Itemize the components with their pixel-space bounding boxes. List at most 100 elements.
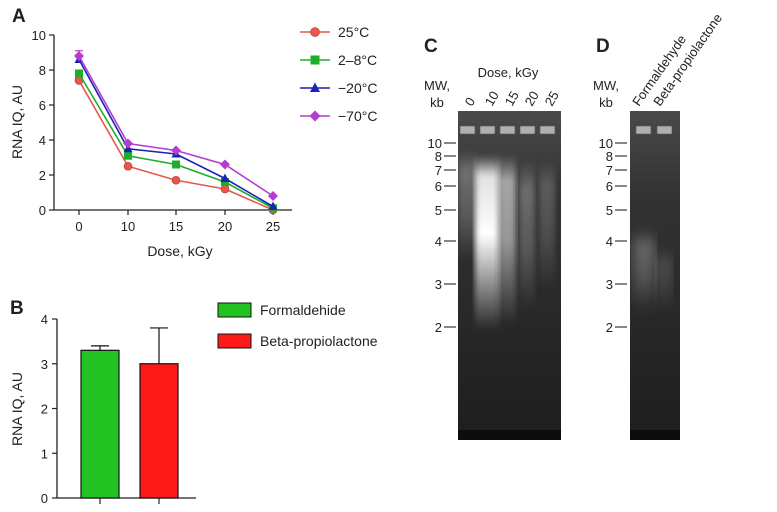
panel-a-legend-marker xyxy=(309,110,321,122)
panel-c-smear xyxy=(475,155,499,330)
panel-a-data-point xyxy=(268,191,278,201)
panel-b-y-axis-label: RNA IQ, AU xyxy=(9,372,25,446)
panel-d-mw-label-line2: kb xyxy=(599,95,613,110)
panel-d-marker-label: 6 xyxy=(606,179,613,194)
panel-c-lane-smears xyxy=(458,125,556,330)
panel-a-x-tick-label: 25 xyxy=(266,219,280,234)
panel-b-legend-label: Formaldehide xyxy=(260,302,346,318)
panel-a-y-tick-label: 2 xyxy=(39,168,46,183)
panel-c-lane-label: 25 xyxy=(542,88,562,108)
panel-c-gel-bottom-strip xyxy=(458,430,561,440)
panel-a-y-tick-label: 10 xyxy=(32,28,46,43)
panel-a-x-axis-label: Dose, kGy xyxy=(147,243,212,259)
panel-a-line-chart: 0 2 4 6 8 10 0 10 15 20 25 Dose, kGy RNA IQ, AU 25… xyxy=(9,24,377,259)
panel-d-gel-bottom-strip xyxy=(630,430,680,440)
panel-b-y-tick-label: 3 xyxy=(41,357,48,372)
panel-c-well xyxy=(519,125,536,135)
panel-c-lane-label: 10 xyxy=(482,88,502,108)
panel-a-x-tick-label: 10 xyxy=(121,219,135,234)
panel-a-series-line xyxy=(78,73,274,209)
panel-d-marker-label: 5 xyxy=(606,203,613,218)
panel-a-data-point xyxy=(124,151,132,160)
panel-c-marker-label: 5 xyxy=(435,203,442,218)
panel-a-legend-label: 25°C xyxy=(338,24,369,40)
panel-a-data-point xyxy=(171,145,181,156)
panel-c-lane-label: 15 xyxy=(502,88,522,108)
panel-a-data-point xyxy=(75,69,83,78)
panel-a-x-tick-label: 15 xyxy=(169,219,183,234)
panel-label-c: C xyxy=(424,36,438,57)
panel-b-y-tick-label: 0 xyxy=(41,491,48,506)
panel-a-y-tick-label: 6 xyxy=(39,98,46,113)
panel-d-marker-label: 3 xyxy=(606,277,613,292)
panel-a-series-line xyxy=(78,80,274,211)
panel-a-data-point xyxy=(220,173,230,182)
panel-d-smear xyxy=(656,250,672,310)
panel-b-y-tick-label: 4 xyxy=(41,312,48,327)
panel-a-legend-marker xyxy=(310,27,320,37)
panel-c-lane-label: 0 xyxy=(462,95,479,109)
panel-c-marker-label: 2 xyxy=(435,320,442,335)
panel-b-bar-chart: 0 1 2 3 4 RNA IQ, AU Formaldehide Beta-propio… xyxy=(9,302,378,506)
panel-d-marker-label: 7 xyxy=(606,163,613,178)
panel-a-data-point xyxy=(220,184,230,194)
panel-d-well xyxy=(656,125,673,135)
panel-b-bar xyxy=(80,349,120,499)
panel-c-well xyxy=(459,125,476,135)
panel-a-data-point xyxy=(268,201,278,210)
panel-b-y-tick-label: 1 xyxy=(41,446,48,461)
panel-c-lane-label: 20 xyxy=(522,88,542,108)
panel-b-legend: Formaldehide Beta-propiolactone xyxy=(217,302,378,349)
panel-c-mw-label-line1: MW, xyxy=(424,78,450,93)
panel-a-x-tick-label: 20 xyxy=(218,219,232,234)
panel-c-marker-label: 4 xyxy=(435,234,442,249)
panel-a-legend-label: 2–8°C xyxy=(338,52,377,68)
panel-b-legend-swatch xyxy=(217,333,252,349)
panel-a-data-point xyxy=(123,138,133,149)
panel-c-well xyxy=(539,125,556,135)
panel-a-legend-marker xyxy=(310,82,320,92)
panel-a-y-tick-label: 8 xyxy=(39,63,46,78)
panel-b-y-tick-label: 2 xyxy=(41,402,48,417)
panel-a-legend-label: −20°C xyxy=(338,80,377,96)
panel-b-legend-label: Beta-propiolactone xyxy=(260,333,378,349)
panel-a-y-tick-label: 0 xyxy=(39,203,46,218)
panel-c-lane-labels: 0 10 15 20 25 xyxy=(462,88,562,108)
panel-c-smear xyxy=(498,155,516,325)
panel-a-series xyxy=(74,50,278,215)
panel-c-marker-label: 3 xyxy=(435,277,442,292)
panel-a-axes: 0 2 4 6 8 10 0 10 15 20 25 xyxy=(32,28,292,234)
panel-a-data-point xyxy=(74,51,84,61)
panel-c-marker-label: 7 xyxy=(435,163,442,178)
panel-c-header: Dose, kGy xyxy=(478,65,539,80)
panel-a-x-tick-label: 0 xyxy=(75,219,82,234)
panel-a-y-tick-label: 4 xyxy=(39,133,46,148)
panel-d-mw-label-line1: MW, xyxy=(593,78,619,93)
panel-b-bar xyxy=(139,363,179,499)
panel-c-well xyxy=(479,125,496,135)
panel-a-legend: 25°C 2–8°C −20°C −70°C xyxy=(300,24,377,124)
panel-label-a: A xyxy=(12,6,26,27)
panel-a-data-point xyxy=(123,161,133,171)
panel-label-d: D xyxy=(596,36,610,57)
panel-d-smear xyxy=(633,230,655,310)
panel-c-marker-label: 6 xyxy=(435,179,442,194)
panel-a-data-point xyxy=(171,175,181,185)
panel-c-smear xyxy=(539,160,555,290)
panel-c-smear xyxy=(519,160,535,310)
panel-a-data-point xyxy=(220,159,230,170)
panel-c-well xyxy=(499,125,516,135)
panel-d-marker-label: 4 xyxy=(606,234,613,249)
panel-b-legend-swatch xyxy=(217,302,252,318)
panel-c-marker-label: 10 xyxy=(428,136,442,151)
panel-label-b: B xyxy=(10,298,24,319)
panel-a-legend-marker xyxy=(310,55,320,65)
panel-b-bars xyxy=(80,327,179,504)
panel-d-marker-label: 8 xyxy=(606,149,613,164)
